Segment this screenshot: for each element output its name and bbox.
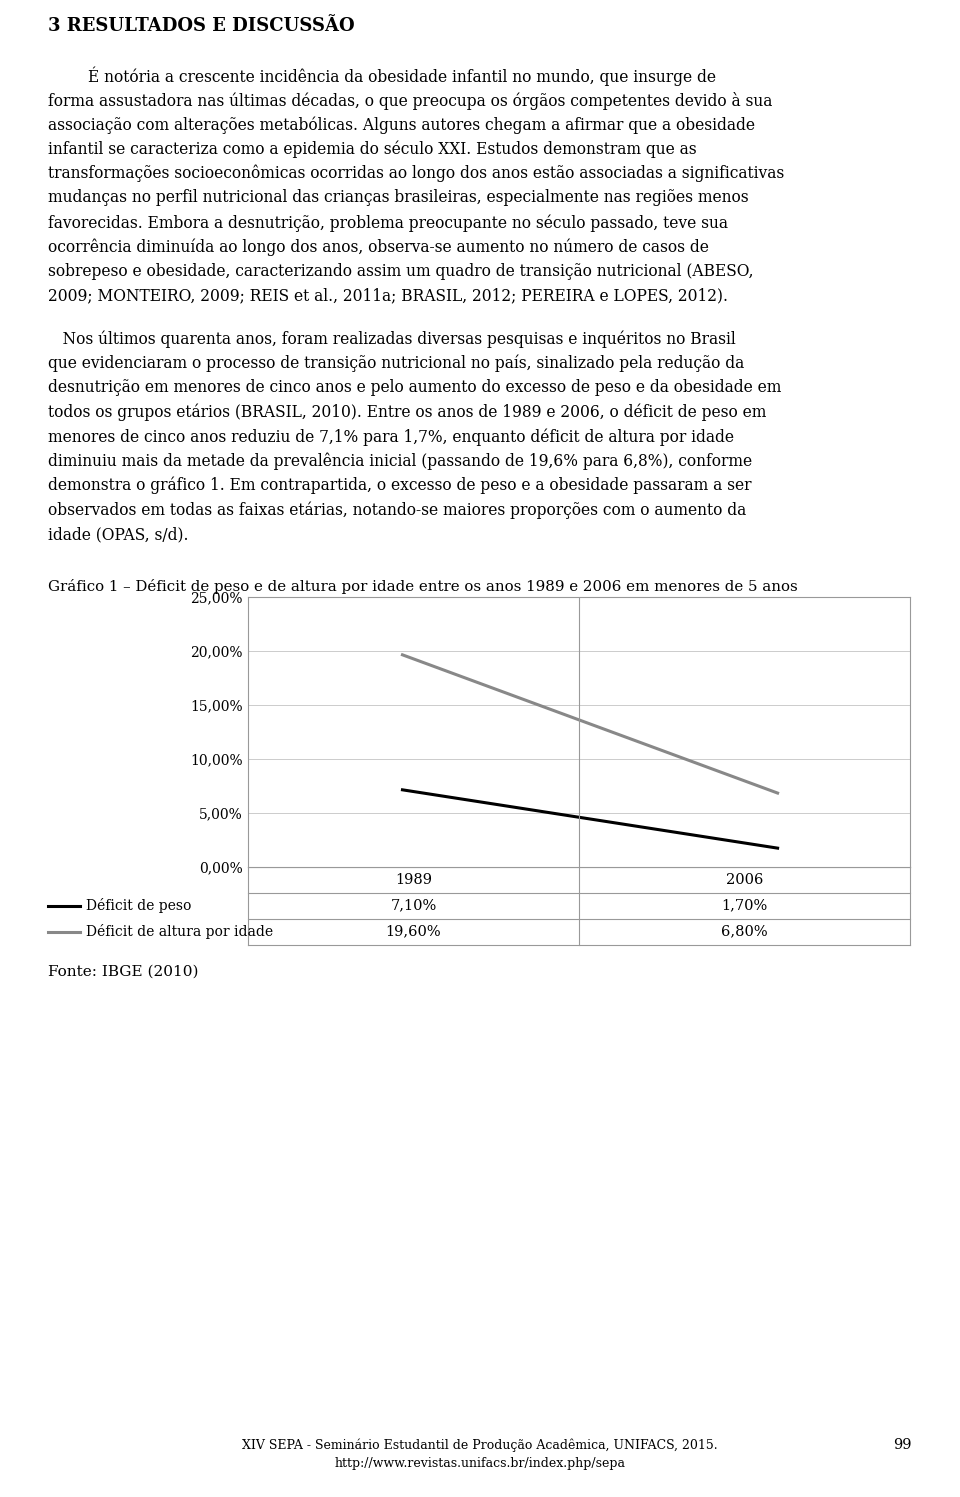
Text: 1989: 1989 — [395, 873, 432, 886]
Text: Déficit de altura por idade: Déficit de altura por idade — [86, 924, 274, 939]
Text: 2006: 2006 — [726, 873, 763, 886]
Text: 99: 99 — [894, 1439, 912, 1452]
Text: ocorrência diminuída ao longo dos anos, observa-se aumento no número de casos de: ocorrência diminuída ao longo dos anos, … — [48, 238, 708, 256]
Text: 7,10%: 7,10% — [391, 898, 437, 913]
Text: associação com alterações metabólicas. Alguns autores chegam a afirmar que a obe: associação com alterações metabólicas. A… — [48, 115, 755, 133]
Text: forma assustadora nas últimas décadas, o que preocupa os órgãos competentes devi: forma assustadora nas últimas décadas, o… — [48, 91, 773, 109]
Text: É notória a crescente incidência da obesidade infantil no mundo, que insurge de: É notória a crescente incidência da obes… — [88, 67, 716, 87]
Text: 3 RESULTADOS E DISCUSSÃO: 3 RESULTADOS E DISCUSSÃO — [48, 16, 354, 34]
Text: desnutrição em menores de cinco anos e pelo aumento do excesso de peso e da obes: desnutrição em menores de cinco anos e p… — [48, 379, 781, 397]
Text: sobrepeso e obesidade, caracterizando assim um quadro de transição nutricional (: sobrepeso e obesidade, caracterizando as… — [48, 263, 754, 280]
Text: Nos últimos quarenta anos, foram realizadas diversas pesquisas e inquéritos no B: Nos últimos quarenta anos, foram realiza… — [48, 329, 735, 347]
Text: XIV SEPA - Seminário Estudantil de Produção Acadêmica, UNIFACS, 2015.: XIV SEPA - Seminário Estudantil de Produ… — [242, 1439, 718, 1452]
Text: Déficit de peso: Déficit de peso — [86, 898, 191, 913]
Text: idade (OPAS, s/d).: idade (OPAS, s/d). — [48, 525, 188, 543]
Text: que evidenciaram o processo de transição nutricional no país, sinalizado pela re: que evidenciaram o processo de transição… — [48, 355, 744, 371]
Text: demonstra o gráfico 1. Em contrapartida, o excesso de peso e a obesidade passara: demonstra o gráfico 1. Em contrapartida,… — [48, 478, 752, 494]
Text: diminuiu mais da metade da prevalência inicial (passando de 19,6% para 6,8%), co: diminuiu mais da metade da prevalência i… — [48, 452, 752, 470]
Text: infantil se caracteriza como a epidemia do século XXI. Estudos demonstram que as: infantil se caracteriza como a epidemia … — [48, 141, 697, 159]
Text: mudanças no perfil nutricional das crianças brasileiras, especialmente nas regiõ: mudanças no perfil nutricional das crian… — [48, 190, 749, 207]
Text: http://www.revistas.unifacs.br/index.php/sepa: http://www.revistas.unifacs.br/index.php… — [334, 1457, 626, 1470]
Text: menores de cinco anos reduziu de 7,1% para 1,7%, enquanto déficit de altura por : menores de cinco anos reduziu de 7,1% pa… — [48, 428, 734, 446]
Text: todos os grupos etários (BRASIL, 2010). Entre os anos de 1989 e 2006, o déficit : todos os grupos etários (BRASIL, 2010). … — [48, 404, 766, 421]
Text: favorecidas. Embora a desnutrição, problema preocupante no século passado, teve : favorecidas. Embora a desnutrição, probl… — [48, 214, 728, 232]
Text: 6,80%: 6,80% — [721, 925, 768, 939]
Text: 2009; MONTEIRO, 2009; REIS et al., 2011a; BRASIL, 2012; PEREIRA e LOPES, 2012).: 2009; MONTEIRO, 2009; REIS et al., 2011a… — [48, 287, 728, 304]
Text: Gráfico 1 – Déficit de peso e de altura por idade entre os anos 1989 e 2006 em m: Gráfico 1 – Déficit de peso e de altura … — [48, 578, 798, 593]
Text: observados em todas as faixas etárias, notando-se maiores proporções com o aumen: observados em todas as faixas etárias, n… — [48, 501, 746, 519]
Text: Fonte: IBGE (2010): Fonte: IBGE (2010) — [48, 964, 199, 979]
Text: 19,60%: 19,60% — [386, 925, 442, 939]
Text: transformações socioeconômicas ocorridas ao longo dos anos estão associadas a si: transformações socioeconômicas ocorridas… — [48, 165, 784, 183]
Text: 1,70%: 1,70% — [721, 898, 768, 913]
